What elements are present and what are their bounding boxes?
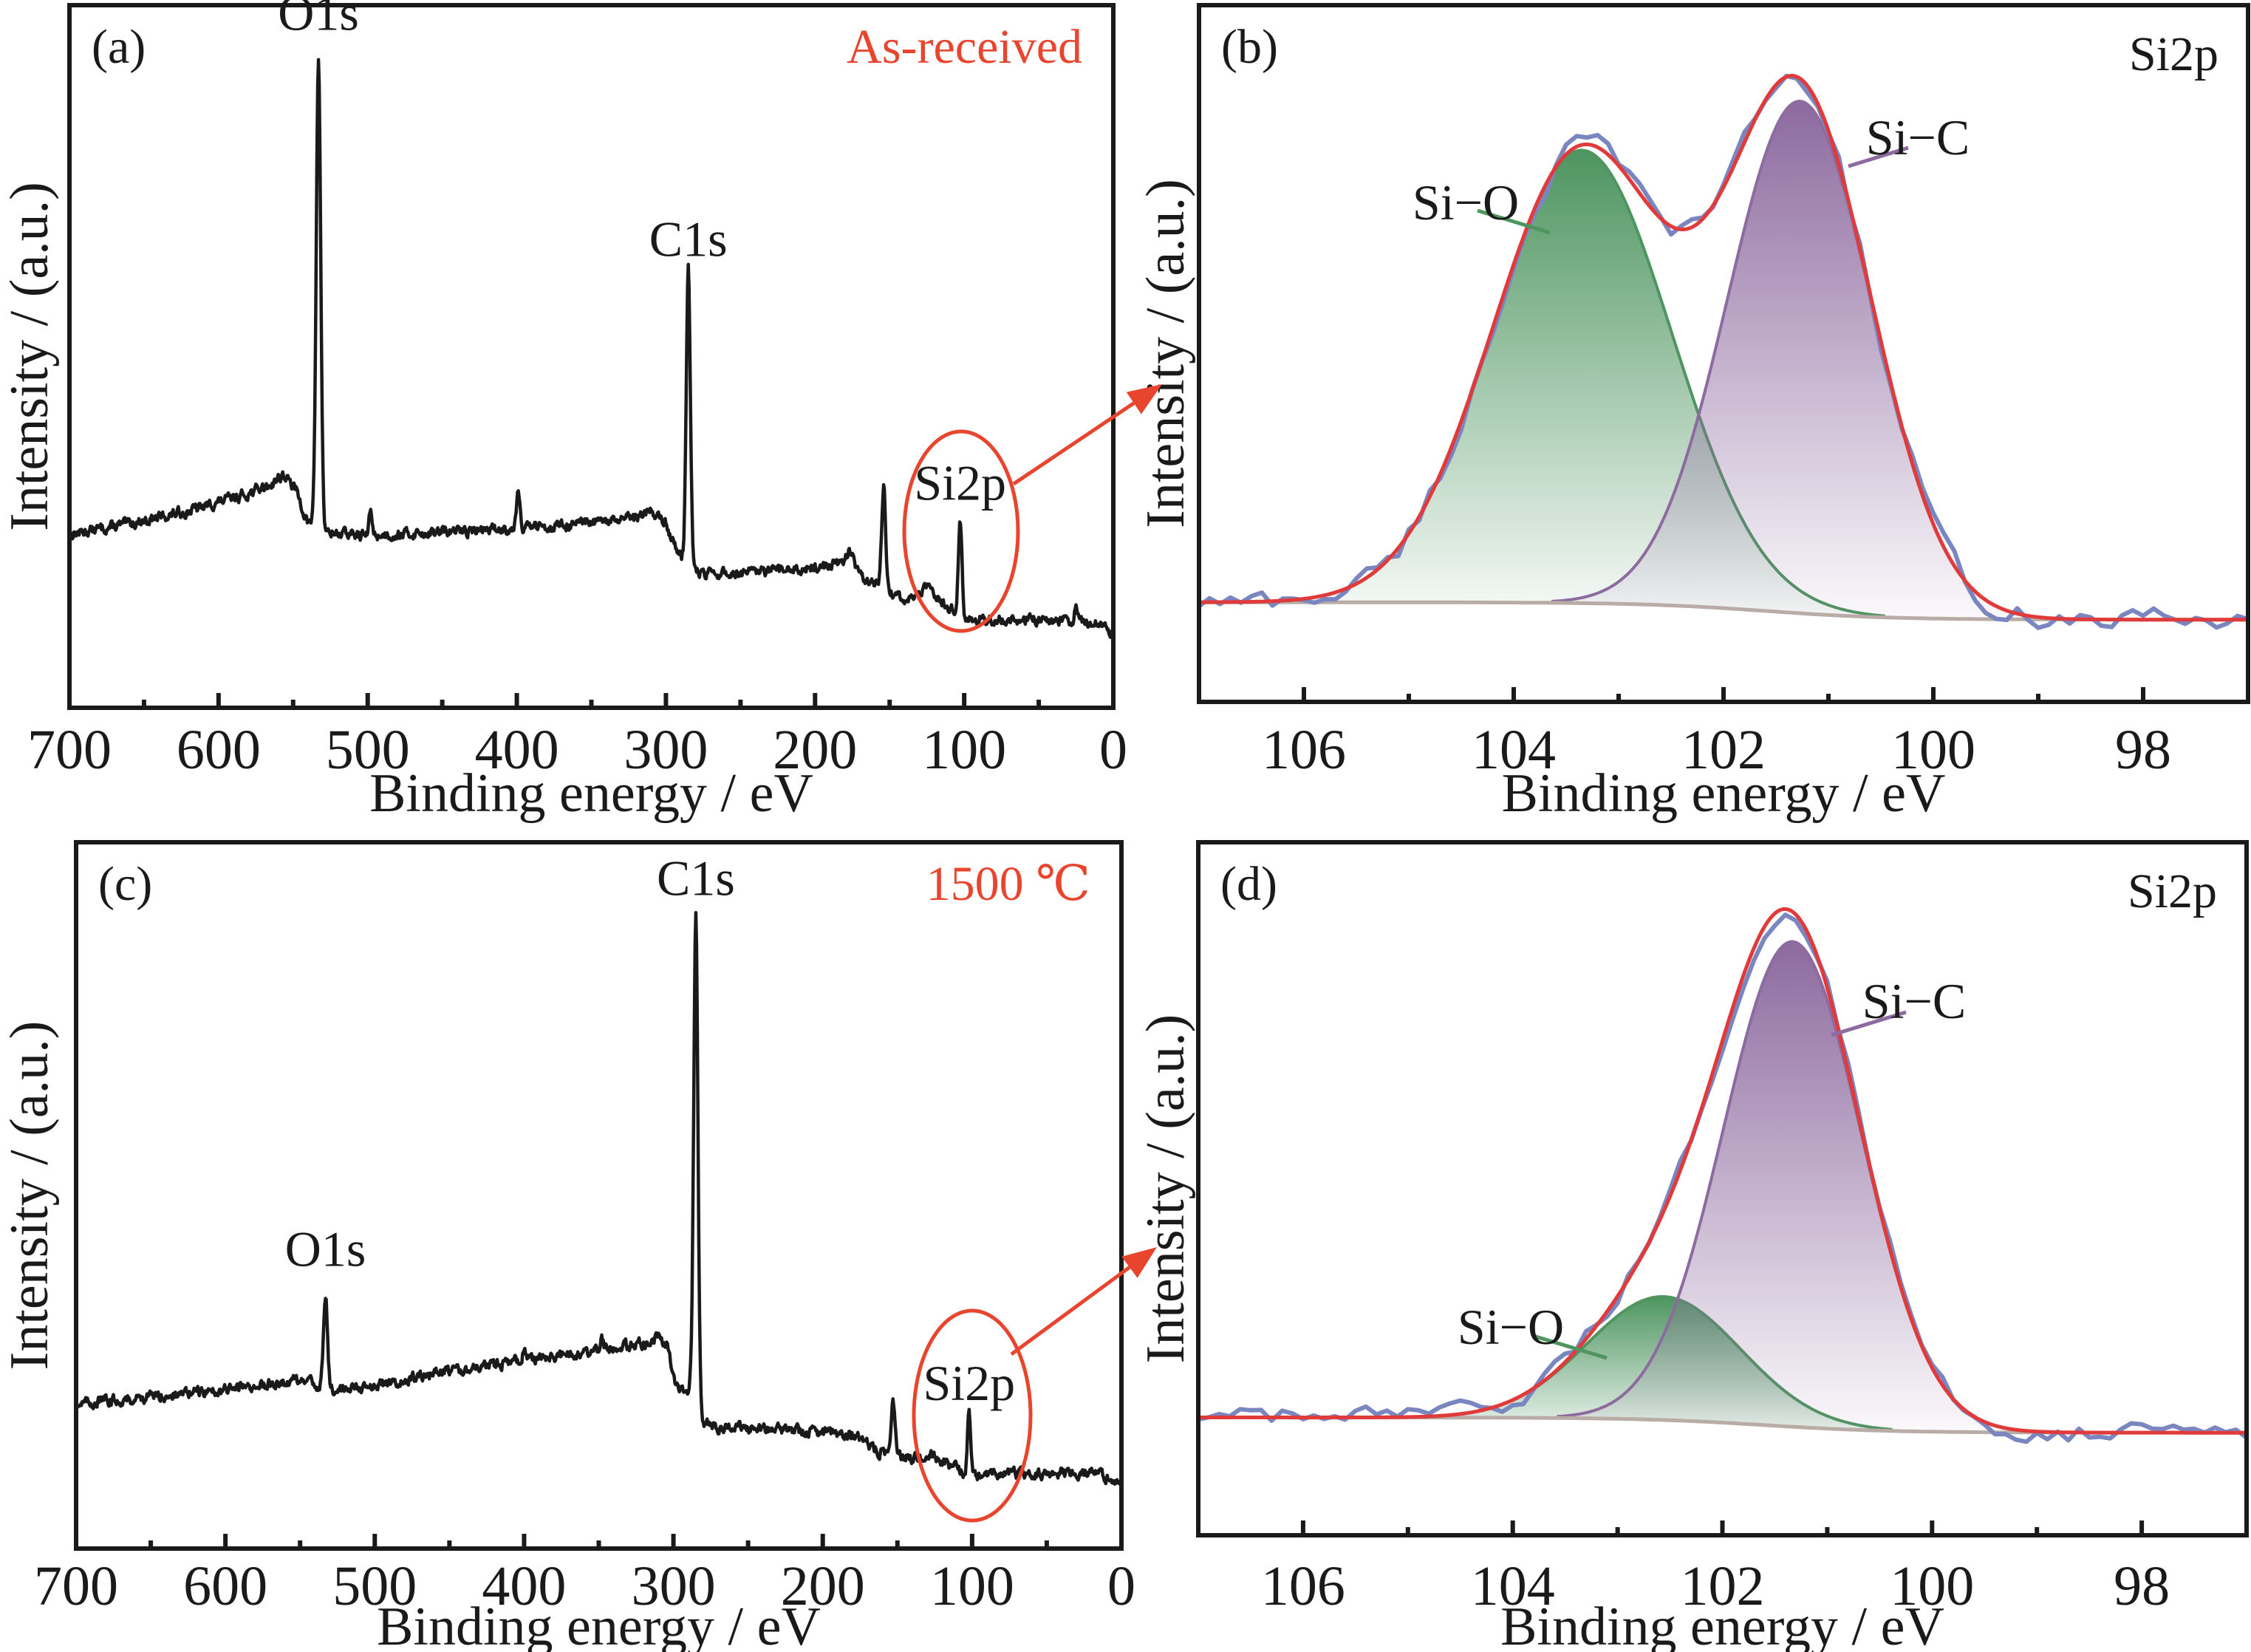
- x-tick-label: 500: [332, 1555, 417, 1617]
- panel-a-peak-labels: O1s C1s Si2p: [278, 0, 1006, 511]
- x-tick-label: 104: [1471, 1555, 1555, 1617]
- panel-c-marks: [74, 910, 1124, 1487]
- x-tick-label: 200: [773, 719, 857, 781]
- leader-line-si-c: [1848, 146, 1909, 168]
- panel-d-y-axis-title: Intensity / (a.u.): [1135, 1014, 1196, 1364]
- panel-d-x-axis-title: Binding energy / eV: [1500, 1597, 1944, 1652]
- peak-label-o1s: O1s: [285, 1221, 366, 1277]
- x-tick-label: 300: [632, 1555, 716, 1617]
- panel-b-x-ticks: [1302, 687, 2145, 702]
- panel-d-marks: [1198, 907, 2248, 1444]
- panel-c-y-axis-title: Intensity / (a.u.): [0, 1021, 60, 1371]
- x-tick-label: 0: [1107, 1555, 1135, 1617]
- panel-a-x-ticks: [141, 693, 1042, 708]
- survey-spectrum-line: [74, 910, 1124, 1487]
- panel-b-label: (b): [1221, 20, 1278, 74]
- x-tick-label: 0: [1099, 719, 1127, 781]
- panel-c-frame: [74, 840, 1124, 1551]
- peak-label-si2p: Si2p: [914, 455, 1006, 511]
- panel-a-y-axis-title: Intensity / (a.u.): [0, 182, 60, 531]
- x-tick-label: 106: [1261, 1555, 1345, 1617]
- si2p-highlight-ellipse: [902, 429, 1020, 633]
- component-label-si-o: Si−O: [1413, 174, 1519, 231]
- panel-c-peak-labels: O1s C1s Si2p: [285, 850, 1015, 1412]
- x-tick-label: 600: [183, 1555, 267, 1617]
- zoom-annotations: [902, 384, 1162, 1523]
- x-tick-label: 106: [1262, 719, 1346, 781]
- leader-line-si-o: [1477, 208, 1551, 235]
- arrowhead-icon: [1121, 1247, 1157, 1278]
- raw-data-line: [1198, 912, 2248, 1444]
- x-tick-label: 102: [1681, 1555, 1765, 1617]
- panel-d-si2p-1500c: 106 104 102 100 98 (d) Si2p Binding energy /…: [1135, 840, 2249, 1652]
- x-tick-label: 500: [326, 719, 410, 781]
- panel-a-x-tick-labels: 700 600 500 400 300 200 100 0: [27, 719, 1127, 781]
- panel-c-survey-1500c: 700 600 500 400 300 200 100 0 (c) 1500 ℃ Bindin…: [0, 840, 1135, 1652]
- component-label-si-c: Si−C: [1862, 973, 1966, 1029]
- x-tick-label: 102: [1681, 719, 1766, 781]
- panel-d-x-tick-labels: 106 104 102 100 98: [1261, 1555, 2170, 1617]
- panel-c-condition-label: 1500 ℃: [926, 857, 1090, 911]
- panel-b-x-axis-title: Binding energy / eV: [1502, 763, 1946, 824]
- fit-envelope-line: [1199, 74, 2248, 622]
- x-tick-label: 600: [177, 719, 261, 781]
- survey-spectrum-line: [68, 58, 1116, 639]
- arrowhead-icon: [1126, 384, 1162, 414]
- x-tick-label: 100: [1890, 1555, 1974, 1617]
- panel-c-label: (c): [98, 857, 152, 911]
- zoom-arrow-line: [1010, 1266, 1131, 1356]
- panel-c-x-tick-labels: 700 600 500 400 300 200 100 0: [34, 1555, 1135, 1617]
- panel-c-x-ticks: [148, 1534, 1049, 1549]
- x-tick-label: 100: [930, 1555, 1014, 1617]
- zoom-arrow-line: [1012, 401, 1135, 486]
- panel-b-marks: [1198, 73, 2249, 630]
- panel-d-region-label: Si2p: [2128, 864, 2217, 918]
- x-tick-label: 100: [1891, 719, 1975, 781]
- x-tick-label: 98: [2114, 1555, 2170, 1617]
- leader-line-si-c: [1831, 1010, 1907, 1037]
- fit-envelope-line: [1198, 907, 2247, 1435]
- peak-label-o1s: O1s: [278, 0, 359, 41]
- x-tick-label: 700: [27, 719, 112, 781]
- x-tick-label: 700: [34, 1555, 118, 1617]
- component-label-si-c: Si−C: [1866, 109, 1970, 165]
- panel-a-condition-label: As-received: [847, 20, 1082, 74]
- panel-d-label: (d): [1220, 857, 1277, 911]
- peak-label-si2p: Si2p: [923, 1355, 1015, 1411]
- x-tick-label: 200: [781, 1555, 865, 1617]
- panel-b-x-tick-labels: 106 104 102 100 98: [1262, 719, 2171, 781]
- panel-a-marks: [68, 58, 1116, 639]
- x-tick-label: 300: [624, 719, 708, 781]
- panel-c-x-axis-title: Binding energy / eV: [377, 1597, 821, 1652]
- peak-label-c1s: C1s: [657, 850, 735, 907]
- peak-label-c1s: C1s: [649, 211, 728, 267]
- panel-b-si2p-as-received: 106 104 102 100 98 (b) Si2p Binding energy /…: [1135, 3, 2250, 824]
- component-label-si-o: Si−O: [1458, 1299, 1564, 1355]
- panel-d-component-labels: Si−O Si−C: [1458, 973, 1966, 1360]
- x-tick-label: 98: [2115, 719, 2171, 781]
- panel-d-x-ticks: [1300, 1520, 2145, 1535]
- x-tick-label: 104: [1472, 719, 1556, 781]
- leader-line-si-o: [1532, 1334, 1608, 1360]
- panel-a-survey-as-received: 700 600 500 400 300 200 100 0 (a) As-received B…: [0, 0, 1127, 824]
- panel-a-x-axis-title: Binding energy / eV: [369, 763, 813, 824]
- x-tick-label: 100: [922, 719, 1006, 781]
- x-tick-label: 400: [475, 719, 559, 781]
- x-tick-label: 400: [482, 1555, 566, 1617]
- panel-b-region-label: Si2p: [2129, 27, 2218, 81]
- component-area-si-o: [1278, 150, 1885, 618]
- panel-b-y-axis-title: Intensity / (a.u.): [1135, 179, 1196, 528]
- si2p-highlight-ellipse: [912, 1308, 1033, 1523]
- panel-a-label: (a): [92, 20, 146, 74]
- panel-b-component-labels: Si−O Si−C: [1413, 109, 1970, 235]
